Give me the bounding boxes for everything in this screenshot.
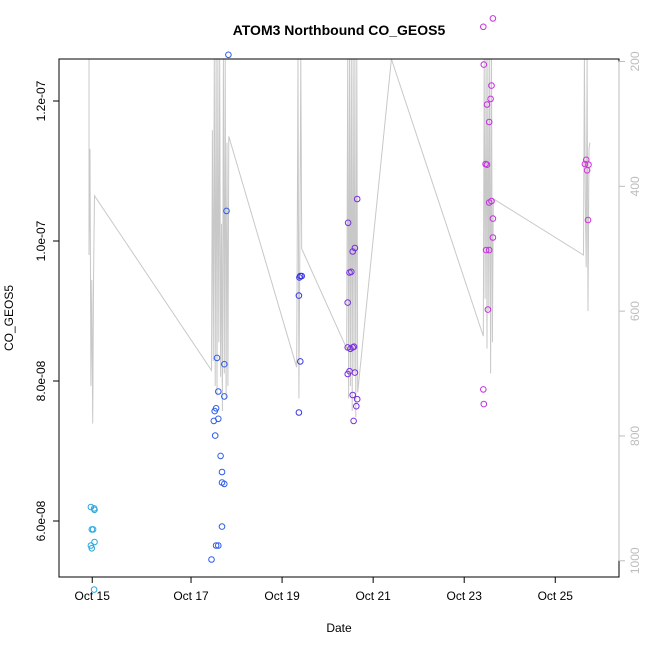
data-point-74 (584, 216, 592, 224)
x-axis-label: Date (326, 621, 352, 635)
plot-frame (58, 58, 620, 578)
x-tick-label-1: Oct 17 (173, 589, 209, 603)
data-point-23 (215, 388, 222, 395)
data-point-52 (480, 386, 487, 393)
data-point-17 (211, 432, 219, 439)
data-point-68 (484, 306, 492, 313)
x-tick-label-2: Oct 19 (264, 589, 300, 603)
data-point-6 (88, 545, 96, 552)
data-point-26 (223, 207, 230, 215)
data-point-51 (350, 417, 357, 425)
data-point-8 (90, 586, 98, 593)
data-point-28 (295, 409, 303, 416)
y-axis: 6.0e-08 8.0e-08 1.0e-07 1.2e-07 (34, 80, 60, 541)
data-point-5 (87, 542, 95, 549)
data-point-41 (344, 299, 352, 306)
y2-tick-label-1: 400 (628, 176, 642, 196)
data-point-43 (348, 268, 355, 276)
data-point-10 (212, 542, 220, 549)
data-point-59 (485, 118, 493, 126)
data-point-47 (353, 195, 361, 203)
data-point-40 (351, 369, 359, 376)
y2-tick-label-4: 1000 (628, 547, 642, 574)
data-point-7 (91, 538, 98, 546)
data-point-29 (297, 358, 304, 365)
data-point-2 (91, 506, 98, 514)
data-point-73 (585, 161, 592, 168)
data-point-39 (350, 343, 358, 351)
data-point-45 (351, 244, 359, 252)
data-point-44 (349, 248, 357, 255)
data-point-22 (221, 393, 228, 400)
chart-title: ATOM3 Northbound CO_GEOS5 (233, 22, 446, 38)
x-tick-label-3: Oct 21 (355, 589, 391, 603)
data-point-66 (482, 246, 490, 254)
x-tick-label-4: Oct 23 (447, 589, 483, 603)
data-point-4 (89, 526, 97, 533)
data-point-21 (212, 405, 220, 412)
x-tick-label-0: Oct 15 (75, 589, 111, 603)
data-point-25 (213, 354, 221, 362)
data-point-30 (295, 292, 303, 299)
x-axis: Oct 15 Oct 17 Oct 19 Oct 21 Oct 23 Oct 25 (75, 576, 574, 603)
data-point-24 (221, 360, 228, 368)
data-point-64 (489, 215, 497, 222)
y2-tick-label-0: 200 (628, 51, 642, 71)
y-tick-label-3: 1.2e-07 (34, 80, 48, 121)
data-point-15 (218, 468, 226, 476)
data-point-54 (480, 23, 487, 31)
data-point-9 (208, 556, 215, 563)
data-point-46 (344, 219, 352, 227)
data-point-56 (483, 101, 491, 108)
y2-tick-label-2: 600 (628, 301, 642, 321)
pressure-trace-line (88, 58, 591, 424)
data-point-14 (221, 480, 228, 488)
data-point-49 (353, 402, 360, 410)
data-point-67 (485, 246, 493, 254)
data-point-61 (483, 161, 491, 168)
data-point-55 (480, 61, 488, 68)
data-point-48 (349, 391, 357, 399)
y2-axis: 200 400 600 800 1000 (618, 51, 642, 574)
data-point-33 (298, 272, 306, 280)
data-point-57 (487, 95, 494, 103)
data-point-65 (489, 234, 497, 241)
x-tick-label-5: Oct 25 (538, 589, 574, 603)
data-point-58 (488, 82, 495, 89)
data-point-69 (489, 15, 497, 22)
y-tick-label-0: 6.0e-08 (34, 500, 48, 541)
data-point-16 (217, 452, 224, 460)
data-point-27 (225, 51, 232, 59)
data-point-53 (480, 400, 488, 408)
data-point-63 (488, 197, 495, 205)
data-point-11 (215, 542, 222, 549)
data-point-19 (215, 415, 222, 423)
data-point-70 (581, 160, 589, 168)
y-tick-label-1: 8.0e-08 (34, 360, 48, 401)
data-point-50 (353, 395, 361, 403)
y2-tick-label-3: 800 (628, 426, 642, 446)
data-point-12 (218, 523, 226, 530)
y-tick-label-2: 1.0e-07 (34, 220, 48, 261)
pressure-trace-group (88, 58, 591, 424)
data-points-group (87, 15, 592, 593)
y-axis-label: CO_GEOS5 (2, 285, 16, 351)
